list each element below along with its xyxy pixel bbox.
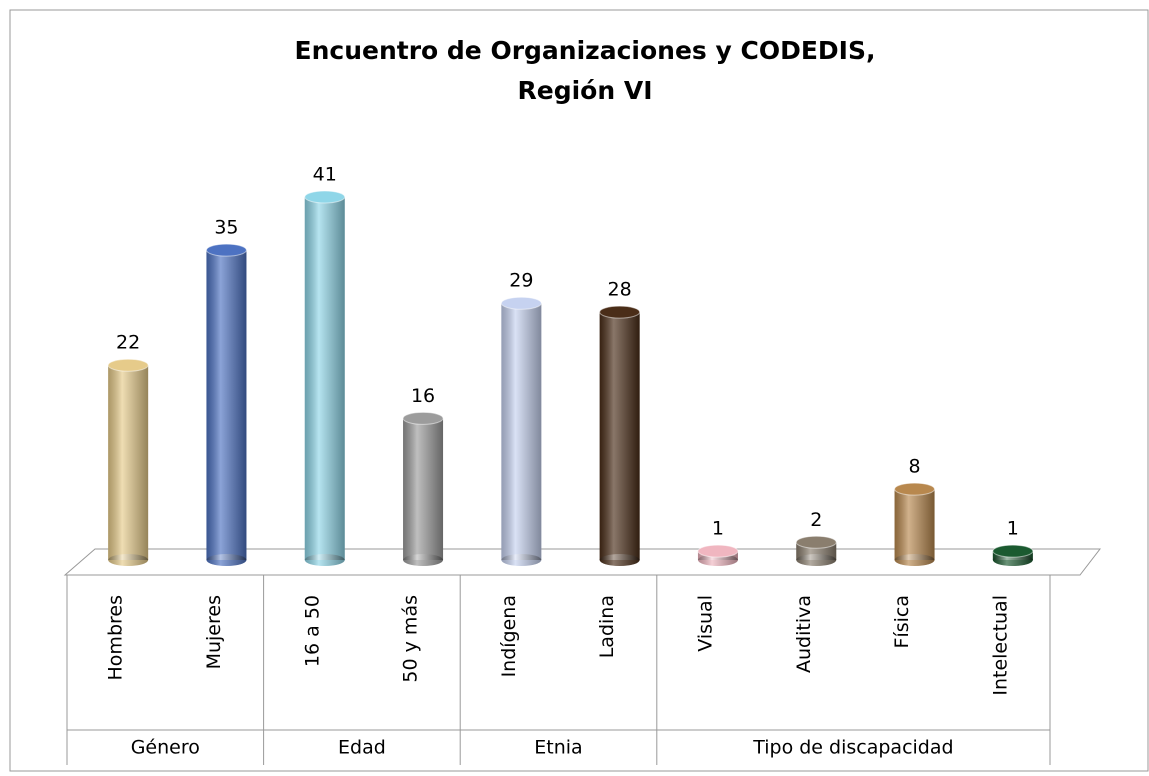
- bar-top: [894, 482, 936, 496]
- group-label: Edad: [338, 737, 386, 759]
- bar-bottom-shade: [697, 554, 738, 566]
- bar-bottom-shade: [304, 554, 345, 566]
- value-label: 28: [608, 279, 632, 301]
- value-label: 1: [1007, 518, 1019, 540]
- bar-bottom-shade: [206, 554, 247, 566]
- bar-top: [500, 296, 542, 310]
- value-label: 8: [909, 456, 921, 478]
- x-tick-label: 50 y más: [400, 595, 422, 683]
- value-label: 1: [712, 518, 724, 540]
- bar-bottom-shade: [992, 554, 1033, 566]
- bar-top: [795, 535, 837, 549]
- bar-shade: [501, 303, 542, 560]
- x-tick-label: Ladina: [596, 595, 618, 658]
- chart-title: Encuentro de Organizaciones y CODEDIS,: [295, 36, 876, 65]
- bar-top: [697, 544, 739, 558]
- bar-bottom-shade: [894, 554, 935, 566]
- bar-shade: [108, 365, 149, 560]
- group-label: Género: [131, 737, 200, 759]
- value-label: 22: [116, 332, 140, 354]
- bar-shade: [403, 418, 444, 560]
- bar-shade: [304, 197, 345, 560]
- bar-bottom-shade: [108, 554, 149, 566]
- x-tick-label: Auditiva: [793, 595, 815, 673]
- bar-bottom-shade: [501, 554, 542, 566]
- value-label: 41: [313, 164, 337, 186]
- bar-shade: [894, 489, 935, 560]
- x-tick-label: Visual: [694, 595, 716, 652]
- chart-title: Región VI: [518, 76, 653, 105]
- group-label: Tipo de discapacidad: [752, 737, 953, 759]
- bar-shade: [599, 312, 640, 560]
- bar-shade: [206, 250, 247, 560]
- bar-top: [402, 411, 444, 425]
- bar-bottom-shade: [599, 554, 640, 566]
- bar-top: [304, 190, 346, 204]
- x-tick-label: Intelectual: [989, 595, 1011, 696]
- value-label: 29: [509, 270, 533, 292]
- bar-top: [107, 358, 149, 372]
- value-label: 2: [810, 509, 822, 531]
- chart-border: [9, 9, 1149, 772]
- bar-top: [205, 243, 247, 257]
- bar-top: [599, 305, 641, 319]
- value-label: 35: [214, 217, 238, 239]
- x-tick-label: Mujeres: [203, 595, 225, 669]
- bar-bottom-shade: [796, 554, 837, 566]
- bar-top: [992, 544, 1034, 558]
- x-tick-label: Indígena: [498, 595, 520, 677]
- x-tick-label: 16 a 50: [301, 595, 323, 667]
- value-label: 16: [411, 385, 435, 407]
- bar-bottom-shade: [403, 554, 444, 566]
- group-label: Etnia: [534, 737, 582, 759]
- x-tick-label: Física: [891, 595, 913, 648]
- x-tick-label: Hombres: [105, 595, 127, 680]
